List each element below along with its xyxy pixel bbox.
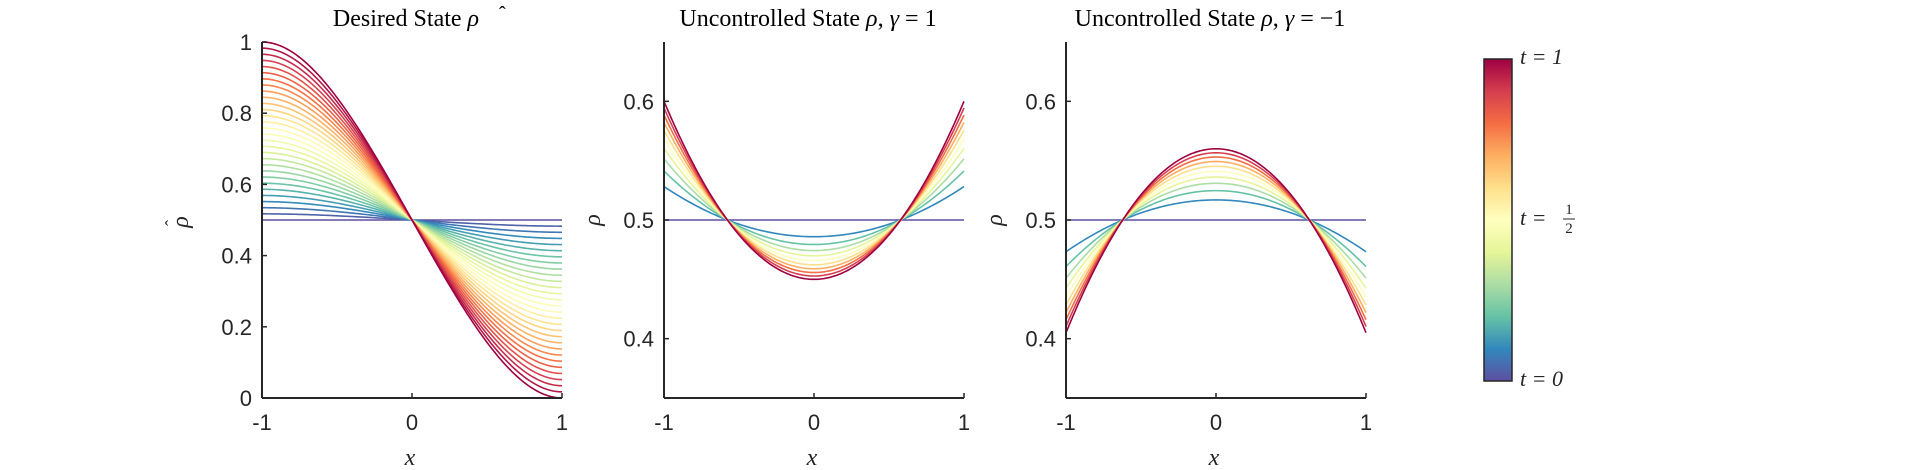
series-curve — [663, 170, 965, 246]
panel-uncontrolled-gamma-1: Uncontrolled State ρ, γ = 1 -1 0 1 0.4 0.5 0.… — [580, 6, 970, 470]
svg-text:1: 1 — [1565, 202, 1573, 218]
x-tick-label: 1 — [556, 410, 568, 435]
svg-text:ˆ: ˆ — [162, 220, 182, 226]
series-curve — [261, 41, 563, 399]
x-tick-label: 0 — [406, 410, 418, 435]
y-tick-label: 0.5 — [623, 208, 654, 233]
panel1-xlabel: x — [404, 445, 416, 470]
y-tick-label: 0.4 — [1025, 327, 1056, 352]
x-tick-label: -1 — [1056, 410, 1076, 435]
y-tick-label: 0 — [240, 386, 252, 411]
series-curve — [663, 185, 965, 238]
panel2-curves — [663, 101, 965, 281]
series-curve — [663, 158, 965, 252]
y-tick-label: 0.2 — [221, 315, 252, 340]
svg-text:t =: t = — [1520, 205, 1546, 230]
y-tick-label: 0.6 — [221, 172, 252, 197]
colorbar-label-bottom: t = 0 — [1520, 366, 1563, 391]
panel-desired-state: Desired State ρ ˆ -1 0 100.20.40.60.81 x ρ… — [162, 3, 568, 470]
panel2-axes: -1 0 1 0.4 0.5 0.6 — [623, 42, 970, 435]
y-tick-label: 0.6 — [623, 89, 654, 114]
panel1-curves — [261, 41, 563, 399]
panel3-axes: -1 0 1 0.4 0.5 0.6 — [1025, 42, 1372, 435]
panel1-ylabel: ρ ˆ — [162, 216, 194, 229]
x-tick-label: -1 — [654, 410, 674, 435]
panel3-title: Uncontrolled State ρ, γ = −1 — [1075, 6, 1346, 32]
colorbar-label-mid: t = 1 2 — [1520, 202, 1575, 237]
x-tick-label: 0 — [1210, 410, 1222, 435]
x-tick-label: 1 — [958, 410, 970, 435]
x-tick-label: 1 — [1360, 410, 1372, 435]
colorbar: t = 1 t = 1 2 t = 0 — [1483, 44, 1575, 391]
y-tick-label: 1 — [240, 30, 252, 55]
series-curve — [1065, 199, 1367, 253]
y-tick-label: 0.8 — [221, 101, 252, 126]
colorbar-label-top: t = 1 — [1520, 44, 1563, 69]
x-tick-label: 0 — [808, 410, 820, 435]
series-curve — [663, 138, 965, 262]
series-curve — [663, 147, 965, 257]
panel1-title-hat: ˆ — [499, 3, 506, 25]
panel3-ylabel: ρ — [982, 214, 1008, 227]
series-curve — [1065, 147, 1367, 334]
y-tick-label: 0.4 — [221, 244, 252, 269]
colorbar-gradient — [1483, 58, 1513, 382]
svg-text:2: 2 — [1565, 221, 1573, 237]
y-tick-label: 0.4 — [623, 327, 654, 352]
panel2-title: Uncontrolled State ρ, γ = 1 — [679, 6, 936, 32]
y-tick-label: 0.6 — [1025, 89, 1056, 114]
panel-uncontrolled-gamma-minus-1: Uncontrolled State ρ, γ = −1 -1 0 1 0.4 0.5 0… — [982, 6, 1372, 470]
panel2-xlabel: x — [806, 445, 818, 470]
series-curve — [663, 101, 965, 281]
panel2-ylabel: ρ — [580, 214, 606, 227]
panel3-xlabel: x — [1208, 445, 1220, 470]
y-tick-label: 0.5 — [1025, 208, 1056, 233]
panel1-title: Desired State ρ — [333, 6, 479, 32]
panel1-axes: -1 0 100.20.40.60.81 — [221, 30, 568, 435]
series-curve — [663, 130, 965, 266]
x-tick-label: -1 — [252, 410, 272, 435]
svg-text:ρ: ρ — [168, 216, 194, 229]
panel3-curves — [1065, 147, 1367, 334]
series-curve — [1065, 189, 1367, 268]
